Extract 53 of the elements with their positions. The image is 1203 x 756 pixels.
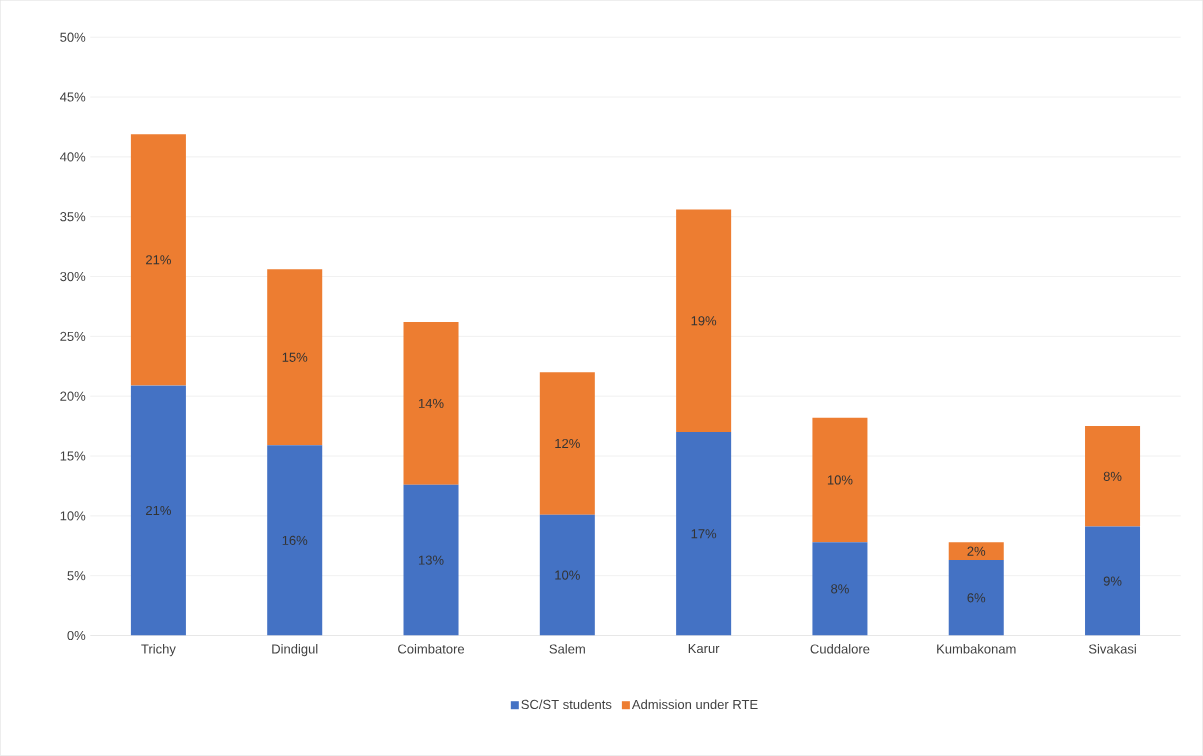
y-tick-label: 15% — [60, 451, 86, 461]
x-tick-label: Dindigul — [272, 644, 318, 657]
y-tick-label: 30% — [60, 272, 86, 282]
data-label: 21% — [146, 505, 171, 516]
data-label: 8% — [1103, 471, 1122, 482]
y-tick-label: 45% — [59, 92, 86, 102]
legend-label: SC/ST students — [521, 699, 612, 710]
x-tick-label: Sivakasi — [1088, 644, 1136, 654]
y-tick-label: 50% — [60, 32, 86, 42]
bar — [539, 514, 595, 636]
bar — [403, 322, 459, 485]
data-label: 10% — [827, 475, 853, 485]
bar — [403, 484, 459, 636]
data-label: 6% — [967, 593, 986, 603]
data-label: 15% — [282, 352, 308, 362]
bar — [539, 372, 595, 515]
bar — [676, 432, 732, 636]
y-tick-label: 0% — [67, 631, 86, 641]
data-label: 8% — [831, 584, 849, 594]
y-tick-label: 25% — [60, 331, 86, 342]
x-tick-label: Trichy — [141, 644, 176, 657]
bar — [812, 542, 868, 636]
x-tick-label: Kumbakonam — [937, 644, 1016, 654]
x-tick-label: Cuddalore — [810, 644, 870, 654]
data-label: 2% — [967, 546, 986, 556]
bar — [1085, 526, 1141, 636]
bar — [267, 445, 323, 636]
data-label: 12% — [555, 438, 580, 449]
data-label: 19% — [691, 316, 717, 326]
y-tick-label: 20% — [60, 391, 86, 401]
data-label: 16% — [282, 535, 308, 546]
bar — [1085, 426, 1141, 527]
data-label: 17% — [691, 529, 717, 539]
bar — [676, 209, 732, 433]
data-label: 21% — [146, 255, 171, 265]
bar — [130, 385, 186, 636]
bar — [812, 417, 868, 543]
bar — [948, 542, 1004, 561]
bar — [267, 269, 323, 446]
data-label: 13% — [418, 555, 444, 565]
data-label: 14% — [418, 398, 444, 409]
x-tick-label: Salem — [549, 644, 585, 654]
y-tick-label: 10% — [60, 511, 86, 521]
y-tick-label: 40% — [59, 152, 86, 162]
data-label: 10% — [555, 570, 580, 580]
bar — [948, 560, 1004, 636]
legend-label: Admission under RTE — [631, 699, 758, 710]
y-tick-label: 5% — [67, 571, 86, 581]
data-label: 9% — [1103, 576, 1122, 586]
x-tick-label: Coimbatore — [398, 644, 465, 654]
y-tick-label: 35% — [60, 212, 86, 222]
x-tick-label: Karur — [688, 644, 720, 654]
bar — [130, 134, 186, 386]
